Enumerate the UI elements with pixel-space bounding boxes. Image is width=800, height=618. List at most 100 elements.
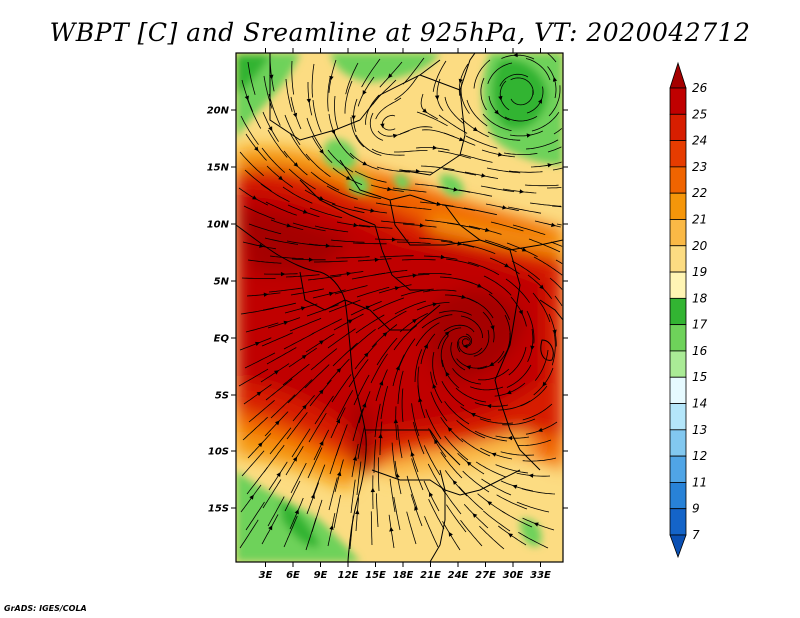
streamline [456,420,486,439]
streamline [533,367,554,396]
streamline [444,470,468,497]
streamline [411,458,424,491]
streamline [380,385,389,420]
streamline-arrow [459,137,464,142]
streamline [422,289,457,293]
streamline [376,493,379,528]
streamline-arrow [504,263,510,268]
streamline [488,95,510,121]
streamline [510,90,534,106]
streamline [424,516,439,548]
streamline [345,62,359,95]
streamline [370,353,388,384]
streamline-arrow [337,471,342,477]
streamline [288,347,318,368]
streamline [327,149,354,173]
streamline-arrow [256,391,262,396]
streamline-arrow [432,302,438,307]
streamline [314,225,349,233]
streamline-arrow [319,340,324,345]
streamline [330,407,346,439]
streamline [526,310,535,344]
streamline-arrow [379,380,384,386]
streamline [423,480,440,512]
colorbar-swatch [669,350,687,378]
longitude-labels: 3E 6E 9E 12E 15E 18E 21E 24E 27E 30E 33E [259,570,551,581]
streamline [463,504,489,529]
streamline-arrow [487,501,493,506]
streamline [512,224,546,235]
country-boundaries [236,53,563,562]
streamline [333,495,341,529]
streamline [507,206,542,214]
streamline [327,513,336,547]
colorbar-label: 11 [692,475,707,489]
streamline-arrow [306,98,311,104]
streamline [378,284,412,294]
streamline [445,258,479,267]
streamline [358,391,371,424]
streamline [473,59,491,89]
streamline [306,304,339,317]
streamline-arrow [530,345,535,351]
streamline [375,369,388,402]
streamline [246,292,281,297]
streamline [500,451,535,456]
streamline-arrow [370,487,375,493]
streamline [247,259,282,264]
streamline [247,61,256,95]
streamline [530,161,562,168]
streamline [411,403,420,437]
streamline [354,170,387,183]
streamline [397,370,404,405]
streamline-arrow [319,389,324,395]
streamline [348,359,369,388]
streamline [374,403,381,438]
streamline [423,255,458,260]
streamline [355,497,359,532]
lat-label: 10S [208,447,229,458]
streamline-arrow [302,404,307,410]
colorbar-swatch [669,324,687,352]
streamline-arrow [294,509,299,515]
streamline [477,350,505,370]
streamline [432,352,438,386]
streamline [314,395,334,425]
streamline [394,460,402,495]
streamline [556,223,562,226]
streamline [438,310,472,316]
streamline [456,336,471,353]
streamline [466,99,488,127]
streamline [534,349,549,381]
lon-label: 6E [286,570,300,581]
streamline-arrow [551,222,556,227]
streamline-arrow [497,152,503,157]
streamline [464,171,499,179]
streamline [508,170,543,173]
streamline [348,188,382,199]
streamline-arrow [352,455,358,461]
streamline [527,328,534,362]
streamline [261,514,279,545]
streamline [531,111,560,132]
streamline [518,439,552,446]
streamline [270,394,296,419]
streamline [442,521,461,551]
colorbar-label: 19 [692,265,707,279]
streamline [549,277,563,290]
streamline-arrow [429,492,434,497]
streamline-arrow [255,341,260,346]
streamline [262,111,279,142]
streamline [333,131,355,160]
streamline [461,279,493,295]
streamline-arrow [440,254,446,260]
streamline [417,385,426,419]
streamline [245,322,279,333]
colorbar-swatch [669,376,687,404]
colorbar-swatch [669,455,687,483]
streamline [267,317,301,329]
streamline [441,359,460,389]
streamline [377,310,407,330]
streamline [374,238,409,241]
streamline [408,439,419,473]
